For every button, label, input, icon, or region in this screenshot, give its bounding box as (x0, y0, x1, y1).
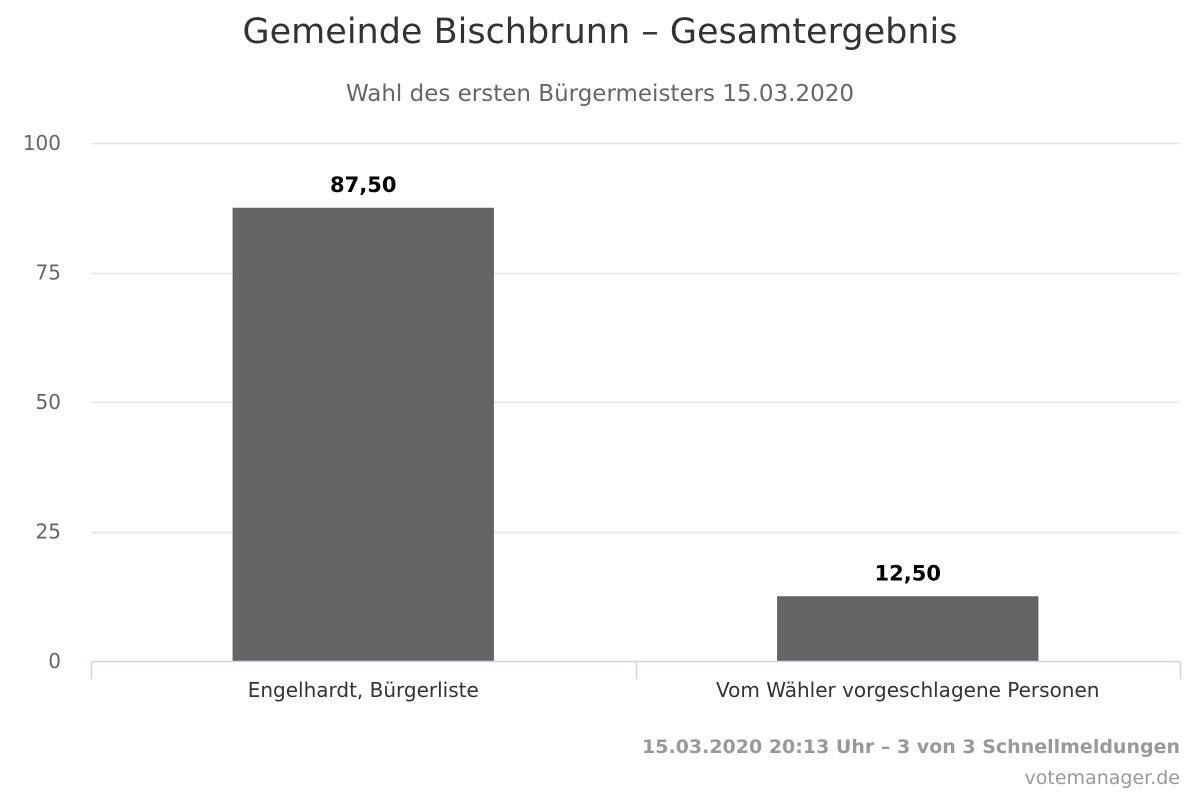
result-status: 15.03.2020 20:13 Uhr – 3 von 3 Schnellme… (642, 736, 1180, 758)
chart-title: Gemeinde Bischbrunn – Gesamtergebnis (242, 12, 958, 52)
y-tick-label: 0 (48, 649, 61, 673)
chart-subtitle: Wahl des ersten Bürgermeisters 15.03.202… (345, 81, 855, 107)
data-label: 87,50 (330, 173, 396, 197)
labels: 0 25 50 75 100 87,50 Engelhardt, Bürgerliste 12… (23, 131, 1100, 702)
x-tick-label: Engelhardt, Bürgerliste (248, 678, 479, 702)
bar[interactable] (777, 596, 1039, 661)
x-axis (90, 660, 1182, 679)
data-label: 12,50 (875, 561, 941, 585)
credit-link[interactable]: votemanager.de (1024, 767, 1180, 789)
x-tick-label: Vom Wähler vorgeschlagene Personen (716, 678, 1099, 702)
bar[interactable] (232, 207, 494, 661)
y-tick-label: 25 (36, 520, 61, 544)
y-tick-label: 75 (36, 261, 61, 285)
y-tick-label: 100 (23, 131, 61, 155)
bars (232, 207, 1039, 661)
y-tick-label: 50 (36, 390, 61, 414)
